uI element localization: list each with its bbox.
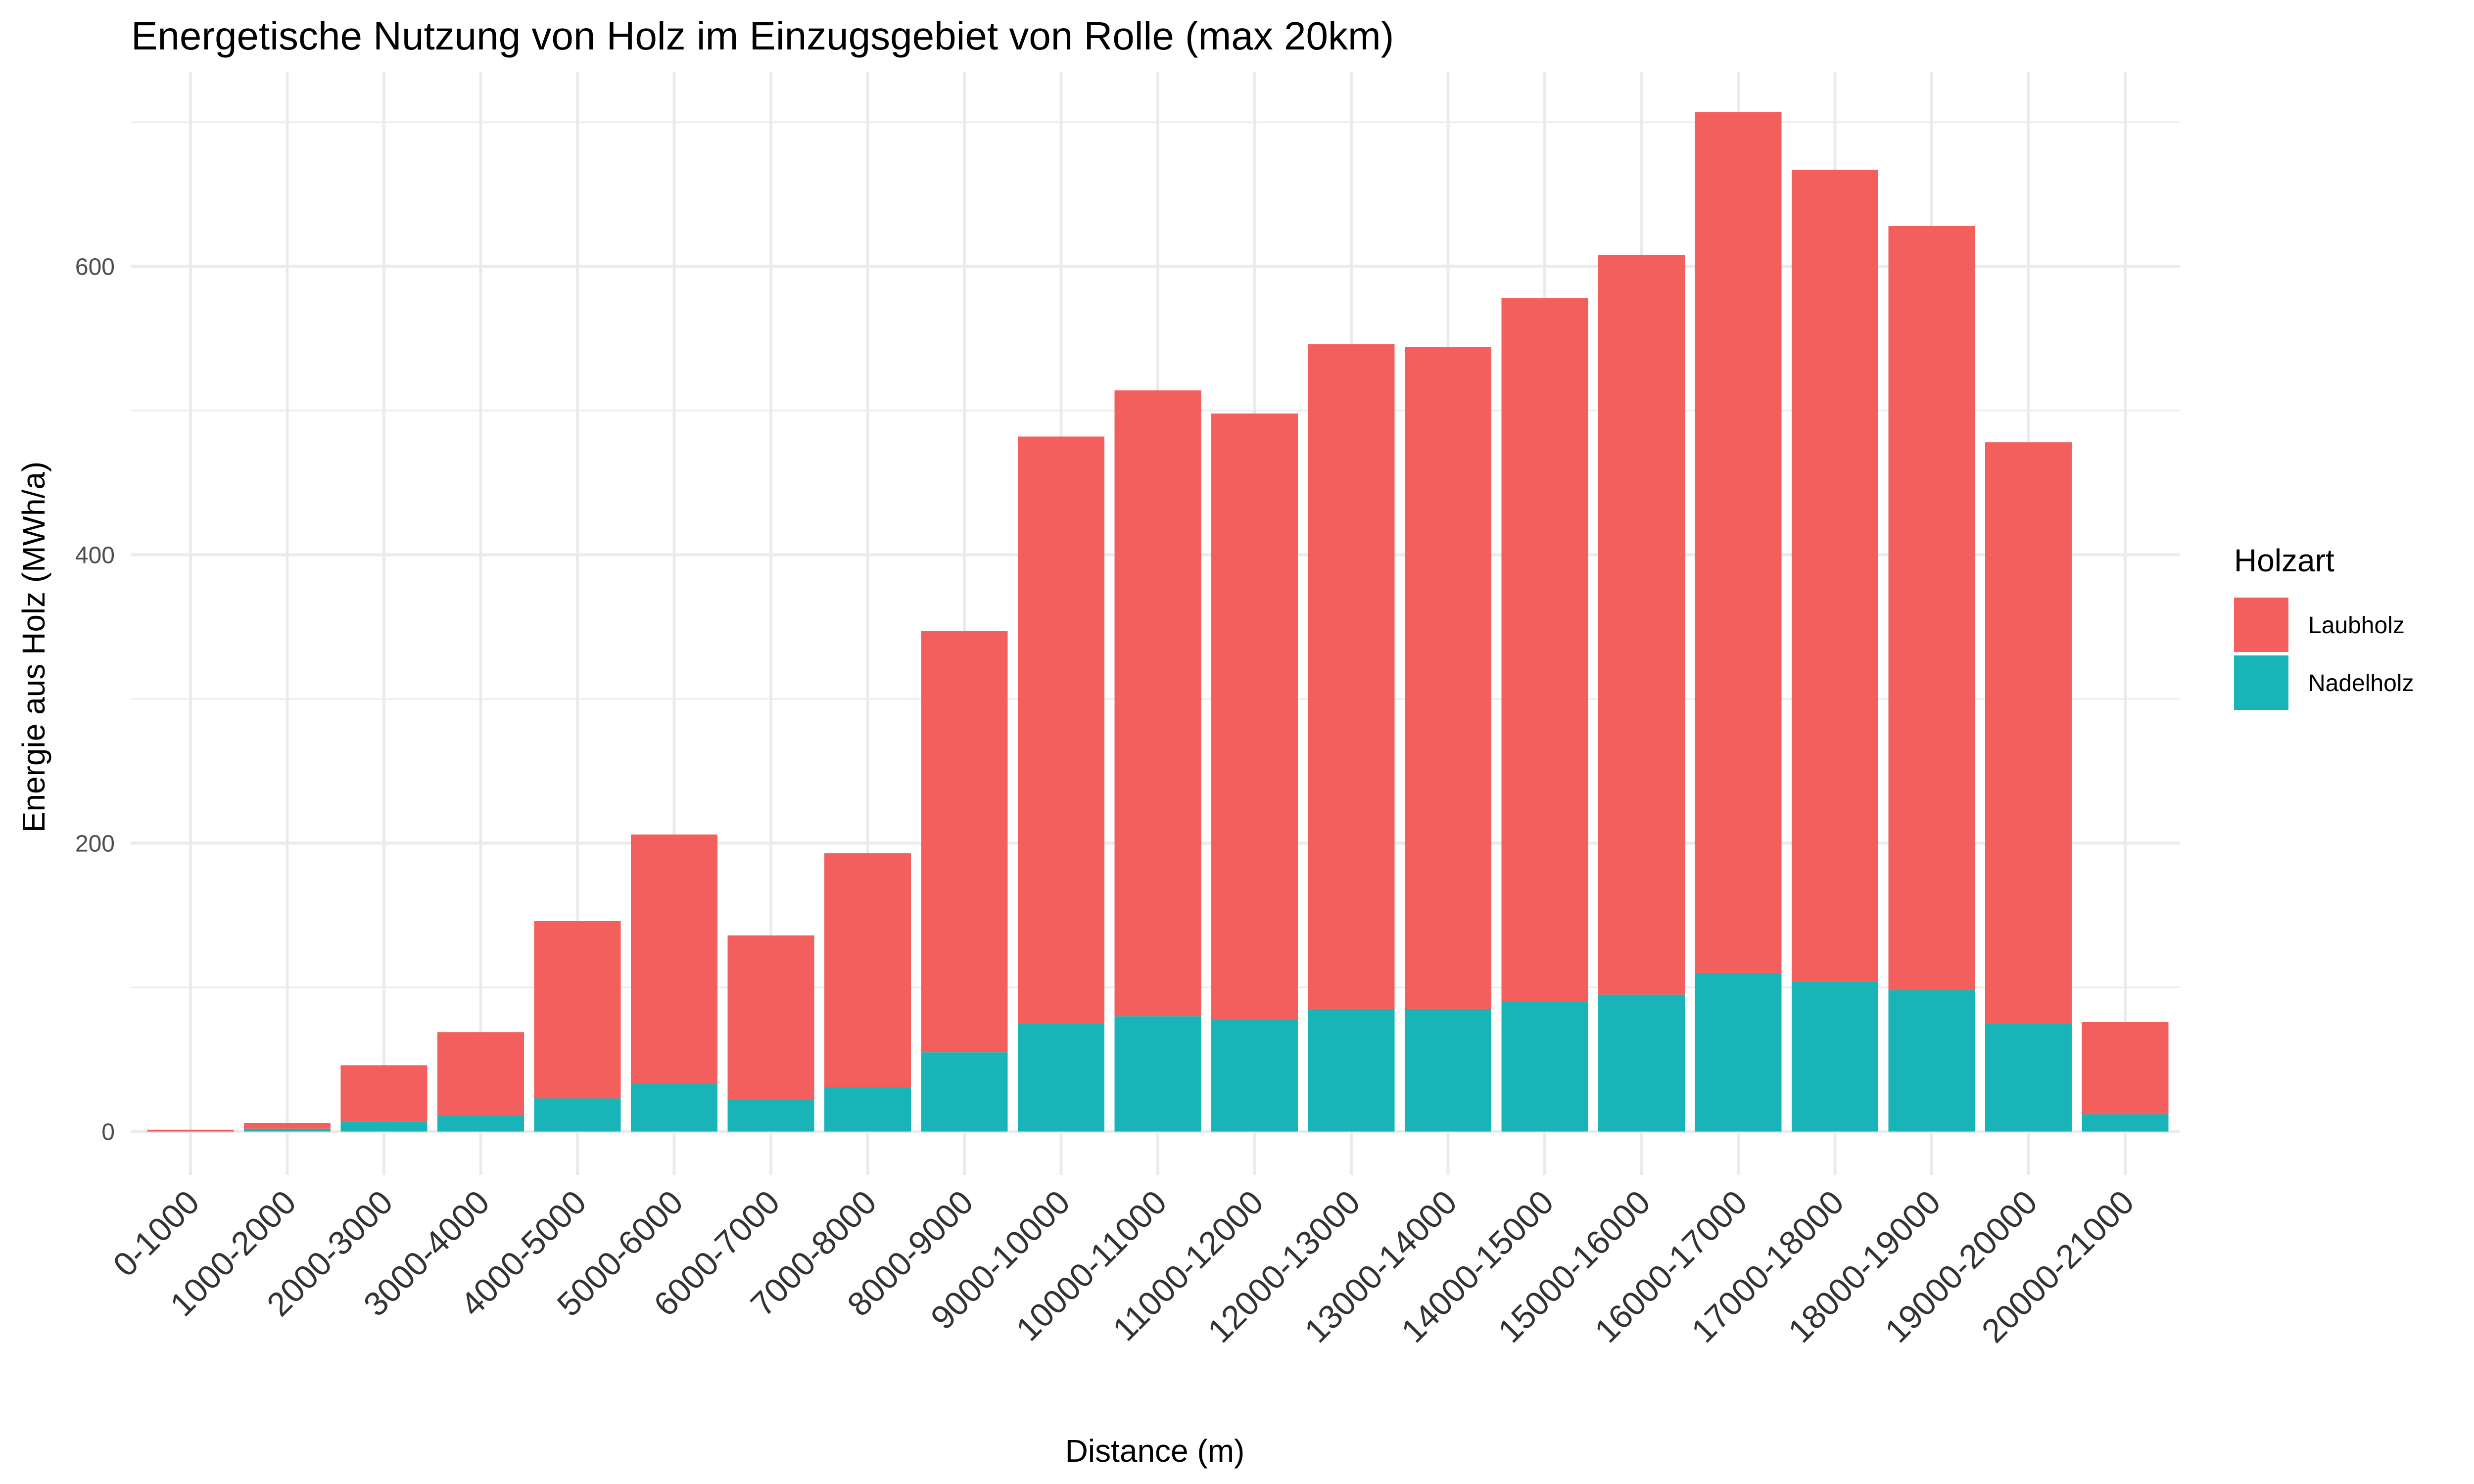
y-tick-labels: 0 200 400 600 — [75, 254, 115, 1146]
bar-laubholz-15000-16000 — [1598, 255, 1685, 995]
bar-nadelholz-9000-10000 — [1018, 1023, 1104, 1132]
legend-key-nadelholz — [2234, 655, 2288, 710]
bar-laubholz-11000-12000 — [1211, 413, 1298, 1020]
bar-nadelholz-15000-16000 — [1598, 994, 1685, 1132]
legend: Holzart Laubholz Nadelholz — [2234, 543, 2414, 710]
bar-nadelholz-20000-21000 — [2082, 1114, 2169, 1132]
bar-laubholz-3000-4000 — [437, 1032, 524, 1116]
bar-nadelholz-14000-15000 — [1501, 1002, 1588, 1132]
bar-laubholz-14000-15000 — [1501, 298, 1588, 1002]
bar-nadelholz-5000-6000 — [631, 1084, 717, 1132]
bar-laubholz-8000-9000 — [921, 631, 1008, 1053]
bar-nadelholz-2000-3000 — [340, 1121, 428, 1132]
bars — [147, 112, 2169, 1132]
bar-nadelholz-12000-13000 — [1308, 1009, 1395, 1132]
bar-nadelholz-4000-5000 — [534, 1098, 621, 1132]
bar-laubholz-17000-18000 — [1792, 170, 1878, 982]
legend-key-laubholz — [2234, 598, 2288, 652]
bar-laubholz-12000-13000 — [1308, 344, 1395, 1009]
legend-label-nadelholz: Nadelholz — [2308, 670, 2414, 696]
y-axis-title: Energie aus Holz (MWh/a) — [16, 462, 51, 833]
bar-nadelholz-16000-17000 — [1695, 973, 1782, 1132]
chart-title: Energetische Nutzung von Holz im Einzugs… — [131, 14, 1394, 58]
bar-nadelholz-13000-14000 — [1405, 1009, 1491, 1132]
x-tick-labels: 0-10001000-20002000-30003000-40004000-50… — [106, 1183, 2141, 1350]
y-tick-label: 200 — [75, 831, 115, 857]
bar-laubholz-10000-11000 — [1114, 390, 1201, 1017]
bar-laubholz-13000-14000 — [1405, 347, 1491, 1009]
y-tick-label: 400 — [75, 543, 115, 569]
bar-nadelholz-18000-19000 — [1888, 990, 1975, 1132]
legend-label-laubholz: Laubholz — [2308, 612, 2405, 639]
bar-nadelholz-6000-7000 — [727, 1100, 814, 1132]
bar-nadelholz-7000-8000 — [824, 1087, 911, 1132]
bar-laubholz-16000-17000 — [1695, 112, 1782, 973]
legend-title: Holzart — [2234, 543, 2334, 578]
bar-nadelholz-19000-20000 — [1985, 1023, 2072, 1132]
bar-laubholz-20000-21000 — [2082, 1022, 2169, 1114]
y-tick-label: 600 — [75, 254, 115, 280]
bar-laubholz-1000-2000 — [244, 1123, 331, 1129]
y-tick-label: 0 — [101, 1119, 115, 1146]
bar-nadelholz-1000-2000 — [244, 1128, 331, 1132]
bar-nadelholz-3000-4000 — [437, 1115, 524, 1132]
bar-laubholz-18000-19000 — [1888, 226, 1975, 990]
bar-nadelholz-17000-18000 — [1792, 981, 1878, 1132]
bar-laubholz-5000-6000 — [631, 835, 717, 1084]
bar-laubholz-6000-7000 — [727, 935, 814, 1100]
bar-nadelholz-8000-9000 — [921, 1052, 1008, 1132]
bar-nadelholz-10000-11000 — [1114, 1016, 1201, 1132]
bar-laubholz-9000-10000 — [1018, 436, 1104, 1023]
bar-laubholz-4000-5000 — [534, 921, 621, 1099]
bar-nadelholz-11000-12000 — [1211, 1019, 1298, 1132]
x-axis-title: Distance (m) — [1065, 1433, 1245, 1469]
bar-laubholz-19000-20000 — [1985, 442, 2072, 1023]
bar-laubholz-0-1000 — [147, 1129, 234, 1131]
bar-laubholz-2000-3000 — [340, 1065, 428, 1122]
bar-laubholz-7000-8000 — [824, 853, 911, 1087]
bar-nadelholz-0-1000 — [147, 1131, 234, 1132]
